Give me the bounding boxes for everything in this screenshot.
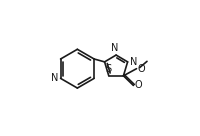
Text: S: S [105, 64, 111, 74]
Text: N: N [111, 43, 118, 53]
Text: O: O [137, 64, 144, 74]
Text: N: N [129, 57, 136, 67]
Text: N: N [51, 73, 58, 83]
Text: O: O [134, 80, 142, 90]
